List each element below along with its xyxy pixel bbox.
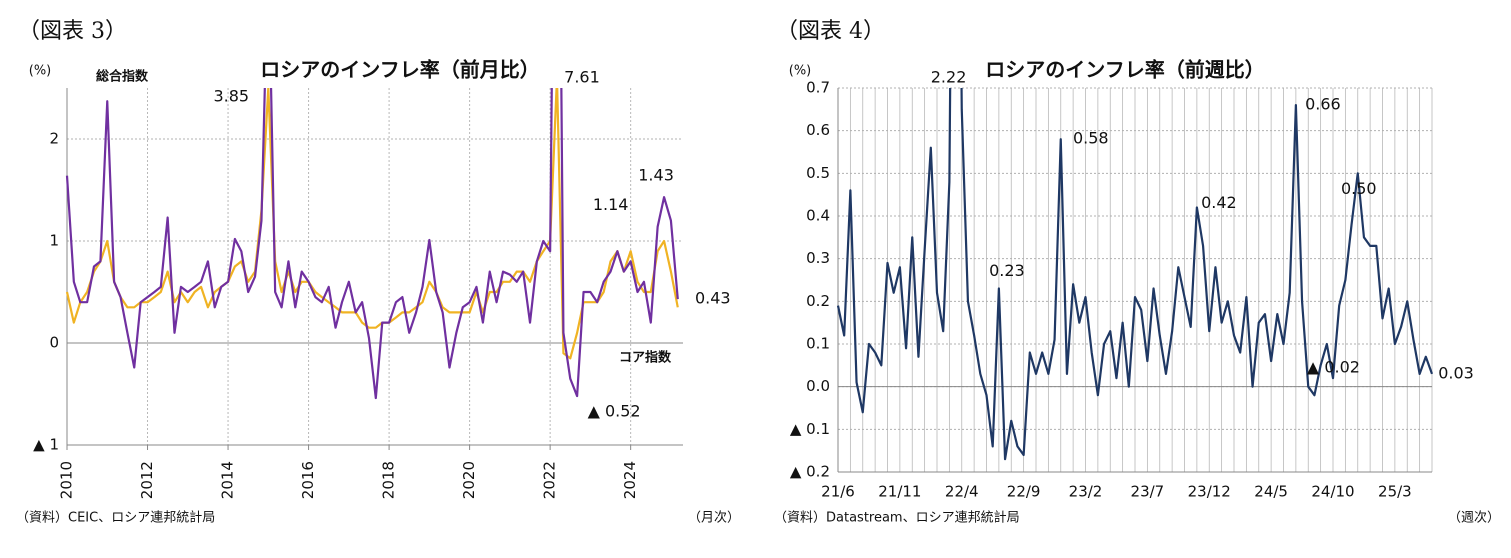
figure-label: （図表 4） [776, 19, 885, 44]
data-label: 7.61 [564, 68, 600, 87]
data-label: 1.14 [593, 195, 629, 214]
data-label: 1.43 [638, 166, 674, 185]
y-tick-label: 0.4 [806, 207, 830, 225]
data-label: 0.50 [1341, 179, 1377, 198]
x-tick-label: 21/6 [821, 483, 855, 501]
y-tick-label: 0.1 [806, 335, 830, 353]
y-tick-label: 0.0 [806, 377, 830, 395]
y-tick-label: ▲ 1 [33, 436, 59, 454]
x-tick-label: 21/11 [878, 483, 921, 501]
x-tick-label: 22/4 [945, 483, 979, 501]
y-unit: (%) [29, 64, 52, 79]
x-tick-label: 24/5 [1254, 483, 1288, 501]
source-note: （資料）CEIC、ロシア連邦統計局 [16, 510, 215, 526]
x-tick-label: 22/9 [1007, 483, 1041, 501]
y-tick-label: 0.2 [806, 292, 830, 310]
x-tick-label: 24/10 [1311, 483, 1354, 501]
data-label: 3.85 [213, 87, 249, 106]
x-tick-label: 23/2 [1069, 483, 1103, 501]
series-line [65, 88, 679, 400]
data-label: 2.22 [931, 68, 967, 87]
y-tick-label: 2 [49, 130, 59, 148]
x-tick-label: 2022 [541, 461, 559, 499]
x-tick-label: 2014 [219, 461, 237, 499]
data-label: ▲ 0.02 [1307, 358, 1360, 377]
frequency-note: （週次） [1448, 510, 1500, 526]
x-tick-label: 2020 [460, 461, 478, 499]
data-label: 0.03 [1438, 363, 1474, 382]
figure-label: （図表 3） [18, 19, 127, 44]
x-tick-label: 23/12 [1188, 483, 1231, 501]
chart-title: ロシアのインフレ率（前週比） [985, 58, 1264, 82]
source-note: （資料）Datastream、ロシア連邦統計局 [774, 510, 1020, 526]
data-label: 0.43 [695, 289, 731, 308]
data-label: ▲ 0.52 [588, 402, 641, 421]
y-tick-label: 0.5 [806, 164, 830, 182]
data-label: 0.58 [1073, 129, 1109, 148]
y-tick-label: 0.7 [806, 79, 830, 97]
legend-label: 総合指数 [96, 69, 149, 85]
y-tick-label: 0.3 [806, 249, 830, 267]
x-tick-label: 2010 [58, 461, 76, 499]
y-tick-label: 1 [49, 232, 59, 250]
x-tick-label: 2024 [621, 461, 639, 499]
y-tick-label: 0.6 [806, 121, 830, 139]
y-tick-label: ▲ 0.1 [790, 420, 830, 438]
legend-label: コア指数 [619, 350, 672, 366]
x-tick-label: 23/7 [1131, 483, 1165, 501]
data-label: 0.23 [989, 261, 1025, 280]
series-line [65, 88, 679, 360]
y-tick-label: ▲ 0.2 [790, 463, 830, 481]
x-tick-label: 2018 [380, 461, 398, 499]
x-tick-label: 2012 [138, 461, 156, 499]
x-tick-label: 25/3 [1378, 483, 1412, 501]
y-tick-label: 0 [49, 334, 59, 352]
chart-title: ロシアのインフレ率（前月比） [260, 58, 539, 82]
x-tick-label: 2016 [299, 461, 317, 499]
data-label: 0.42 [1201, 193, 1237, 212]
frequency-note: （月次） [688, 510, 740, 526]
data-label: 0.66 [1305, 95, 1341, 114]
series-line [836, 88, 1434, 461]
y-unit: (%) [789, 64, 812, 79]
